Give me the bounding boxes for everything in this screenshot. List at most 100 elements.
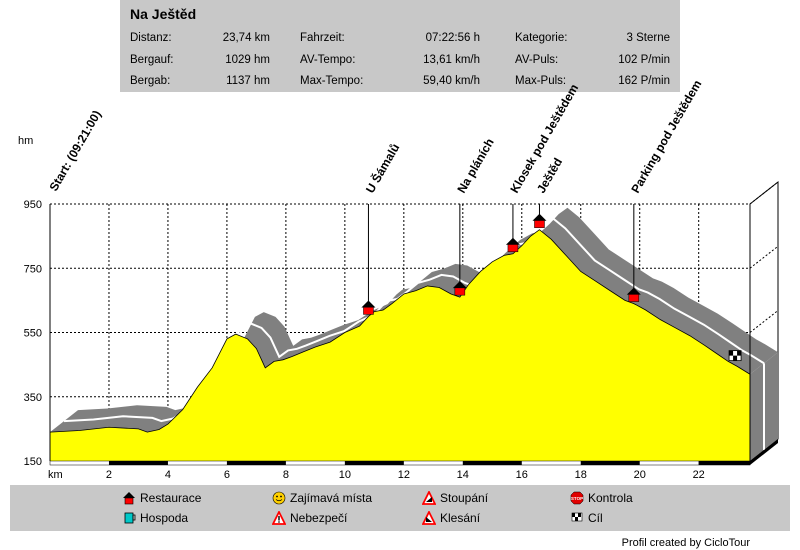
credit-text: Profil created by CicloTour <box>621 537 750 549</box>
finish-flag-check <box>737 350 742 356</box>
x-axis-bar-segment <box>108 461 168 465</box>
legend-label: Stoupání <box>440 491 489 505</box>
legend-item: Nebezpečí <box>272 511 347 525</box>
stat-value: 3 Sterne <box>626 32 670 44</box>
waypoint-label: U Šámalů <box>362 141 402 196</box>
stat-value: 07:22:56 h <box>425 32 480 44</box>
stat-label: AV-Tempo: <box>300 54 356 66</box>
waypoint-marker-roof <box>626 287 641 295</box>
stat-label: Kategorie: <box>515 32 568 44</box>
waypoint-marker <box>534 219 545 228</box>
x-tick-label: 20 <box>634 469 646 481</box>
waypoint-marker <box>363 306 374 315</box>
legend-label: Nebezpečí <box>290 511 348 525</box>
waypoint-label: Start: (09:21:00) <box>46 108 103 194</box>
legend-label: Zajímavá místa <box>290 491 373 505</box>
legend-item: Restaurace <box>122 491 201 505</box>
restaurace-icon <box>122 491 140 505</box>
elevation-profile-chart: hm km 150 350 550 750 950 2 4 6 8 10 12 14 16 18 20 22 Sta… <box>18 78 779 481</box>
stat-value: 1137 hm <box>226 75 270 87</box>
waypoint-marker-roof <box>532 213 547 221</box>
finish-flag-check <box>729 350 734 356</box>
x-tick-label: 22 <box>693 469 705 481</box>
legend-item: Zajímavá místa <box>272 491 372 505</box>
x-tick-label: 14 <box>457 469 469 481</box>
x-tick-label: 18 <box>575 469 587 481</box>
legend-item: STOP Kontrola <box>570 491 633 505</box>
stat-value: 102 P/min <box>618 54 670 66</box>
finish-flag-icon <box>728 350 742 362</box>
stat-label: Fahrzeit: <box>300 32 345 44</box>
x-tick-label: 2 <box>106 469 112 481</box>
stats-row: Bergauf: 1029 hm AV-Tempo: 13,61 km/h AV-Pul… <box>120 54 680 72</box>
waypoint-marker <box>628 293 640 302</box>
waypoint-label: Na pláních <box>454 136 496 196</box>
profile-shadow <box>50 207 778 433</box>
x-axis-bar-segment <box>226 461 286 465</box>
stats-row: Distanz: 23,74 km Fahrzeit: 07:22:56 h Kateg… <box>120 32 680 50</box>
waypoint-marker <box>454 286 466 296</box>
legend-label: Hospoda <box>140 511 189 525</box>
stat-label: Max-Tempo: <box>300 75 364 87</box>
stat-label: Max-Puls: <box>515 75 567 87</box>
x-tick-label: 16 <box>516 469 528 481</box>
route-stats-panel: Na Ještěd Distanz: 23,74 km Fahrzeit: 07:22… <box>120 0 680 92</box>
waypoint-marker-roof <box>452 281 467 289</box>
finish-flag-icon <box>570 511 588 525</box>
y-tick-label: 750 <box>24 263 42 275</box>
legend-label: Restaurace <box>140 491 202 505</box>
x-axis-bar-segment <box>698 461 750 465</box>
y-axis-label: hm <box>18 135 33 147</box>
y-tick-label: 150 <box>24 456 42 468</box>
legend-label: Cíl <box>588 511 603 525</box>
route-title: Na Ještěd <box>130 6 197 22</box>
y-tick-label: 350 <box>24 392 42 404</box>
x-axis-bar-segment <box>462 461 522 465</box>
hospoda-icon <box>122 511 140 525</box>
waypoint-marker-roof <box>505 237 520 245</box>
stat-label: AV-Puls: <box>515 54 559 66</box>
stats-row: Bergab: 1137 hm Max-Tempo: 59,40 km/h Max-Pu… <box>120 75 680 93</box>
stat-value: 1029 hm <box>225 54 270 66</box>
ascent-icon <box>422 491 440 505</box>
descent-icon <box>422 511 440 525</box>
x-axis-label: km <box>48 469 63 481</box>
legend-label: Kontrola <box>588 491 633 505</box>
x-tick-label: 8 <box>283 469 289 481</box>
x-tick-label: 6 <box>224 469 230 481</box>
svg-text:STOP: STOP <box>571 496 583 501</box>
legend-item: Klesání <box>422 511 480 525</box>
y-tick-label: 950 <box>24 199 42 211</box>
side-gridline <box>749 181 779 205</box>
waypoint-marker-roof <box>361 300 376 308</box>
stat-label: Bergab: <box>130 75 171 87</box>
y-tick-label: 550 <box>24 328 42 340</box>
x-axis-bar-segment <box>344 461 404 465</box>
side-gridline <box>749 310 779 333</box>
stat-label: Bergauf: <box>130 54 174 66</box>
x-tick-label: 10 <box>339 469 351 481</box>
legend-item: Stoupání <box>422 491 488 505</box>
legend-panel: Restaurace Hospoda Zajímavá místa Nebezpečí… <box>10 485 790 531</box>
elevation-area <box>50 229 750 461</box>
x-axis-bar-segment <box>580 461 640 465</box>
x-tick-label: 12 <box>398 469 410 481</box>
stat-value: 23,74 km <box>222 32 270 44</box>
stat-value: 13,61 km/h <box>423 54 480 66</box>
waypoint-marker <box>507 243 519 253</box>
side-gridline <box>749 245 779 269</box>
elevation-line <box>49 229 751 433</box>
x-tick-label: 4 <box>165 469 171 481</box>
danger-icon <box>272 511 290 525</box>
waypoint-label: Parking pod Ještědem <box>628 78 704 196</box>
stat-label: Distanz: <box>130 32 172 44</box>
x-axis-bar-side <box>750 439 778 465</box>
stop-icon: STOP <box>570 491 588 505</box>
stat-value: 162 P/min <box>618 75 670 87</box>
legend-item: Hospoda <box>122 511 188 525</box>
legend-item: Cíl <box>570 511 603 525</box>
legend-label: Klesání <box>440 511 481 525</box>
smiley-icon <box>272 491 290 505</box>
finish-flag-check <box>733 355 738 361</box>
stat-value: 59,40 km/h <box>423 75 480 87</box>
